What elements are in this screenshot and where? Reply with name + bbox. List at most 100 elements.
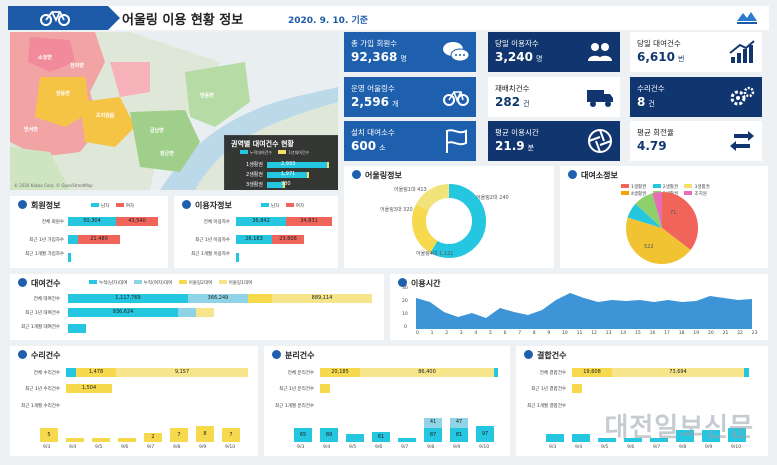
x-tick: 8 — [532, 331, 536, 336]
failure-panel: 결합건수 전체 결합건수 19,608 73,694 최근 1년 결합건수 최근… — [516, 346, 768, 456]
stat-label: 설치 대여소수 — [351, 128, 395, 137]
region-label: 금남면 — [150, 128, 164, 134]
rental-station-title: 대여소정보 — [581, 171, 618, 180]
header-bar: 어울링 이용 현황 정보 2020. 9. 10. 기준 — [8, 6, 769, 30]
day-label: 9/8 — [427, 445, 435, 450]
stat-label: 수리건수 — [637, 84, 665, 93]
rental-count-panel: 대여건수 누적(남자)대여 누적(여자)대여 어울링2대여 어울링1대여 전체 … — [10, 274, 384, 340]
x-tick: 23 — [751, 331, 758, 336]
member-male-bar: 50,304 — [68, 217, 116, 226]
member-year-bar — [68, 235, 78, 244]
info-icon — [352, 170, 361, 179]
rental-station-pie-chart — [626, 192, 698, 264]
regional-rental-legend: 누적대여건수 1년대여건수 — [235, 150, 309, 156]
regional-rental-row: 3생활권 780 — [229, 181, 338, 189]
day-label: 9/10 — [479, 445, 490, 450]
day-label: 9/10 — [225, 445, 236, 450]
daily-bar — [92, 438, 110, 442]
failure-title: 결합건수 — [537, 351, 567, 360]
station-info-title: 어울링정보 — [365, 171, 402, 180]
gears-icon — [728, 84, 756, 110]
stat-tile[interactable]: 수리건수 8 건 — [630, 77, 762, 117]
shutter-icon — [586, 128, 614, 154]
breakdown-title: 분리건수 — [285, 351, 315, 360]
row-label: 최근 1개월 결합건수 — [527, 404, 566, 409]
row-label: 전체 결합건수 — [539, 371, 566, 376]
row-label: 전체 회원수 — [41, 220, 64, 225]
stat-tile[interactable]: 총 가입 회원수 92,368 명 — [344, 32, 476, 72]
day-label: 9/4 — [69, 445, 77, 450]
y-tick: 0 — [404, 325, 407, 330]
station-donut-chart — [412, 184, 486, 258]
daily-bar: 7 — [170, 428, 188, 442]
daily-bar: 2 — [144, 433, 162, 442]
region-map[interactable]: 소정면 전의면 전동면 조치원읍 연서면 금남면 연동면 장군면 © 2020 … — [10, 32, 338, 190]
pie-label: 522 — [644, 244, 654, 250]
donut-label: 어울링2대 240 — [476, 195, 509, 201]
stat-tile[interactable]: 재배치건수 282 건 — [488, 77, 620, 117]
region-label: 조치원읍 — [96, 113, 115, 119]
newspaper-watermark: 대전일보신문 — [604, 413, 754, 443]
x-tick: 15 — [635, 331, 641, 336]
row-label: 최근 1개월 대여건수 — [21, 325, 60, 330]
station-info-panel: 어울링정보 어울링1대 413 어울링2대 240 어울링3대 320 어울링4… — [344, 166, 554, 268]
usage-time-title: 이용시간 — [411, 279, 441, 288]
info-icon — [398, 278, 407, 287]
day-label: 9/5 — [349, 445, 357, 450]
row-label: 최근 1년 대여건수 — [25, 311, 60, 316]
stat-value: 92,368 명 — [351, 50, 407, 64]
failure-total-bar — [744, 368, 749, 377]
y-tick: 10 — [402, 312, 408, 317]
info-icon — [18, 278, 27, 287]
rental-bar-year — [283, 182, 285, 188]
page-title: 어울링 이용 현황 정보 — [122, 13, 244, 28]
x-tick: 17 — [664, 331, 670, 336]
member-month-bar — [68, 253, 71, 262]
rental-year-bar: 936,624 — [68, 308, 178, 317]
stat-value: 6,610 번 — [637, 50, 685, 64]
daily-bar: 97 — [476, 426, 494, 442]
info-icon — [18, 350, 27, 359]
region-label: 장군면 — [160, 151, 174, 157]
chat-bubbles-icon — [442, 39, 470, 65]
day-label: 9/9 — [453, 445, 461, 450]
daily-bar — [546, 434, 564, 442]
stat-tile[interactable]: 평균 회전율 4.79 — [630, 121, 762, 161]
daily-bar — [624, 438, 642, 442]
row-label: 전체 이용자수 — [203, 220, 230, 225]
stat-tile[interactable]: 설치 대여소수 600 소 — [344, 121, 476, 161]
stat-tile[interactable]: 당일 이용자수 3,240 명 — [488, 32, 620, 72]
failure-recent-bar — [572, 384, 582, 393]
member-legend: 남자 여자 — [86, 203, 134, 209]
x-tick: 3 — [459, 331, 463, 336]
row-label: 최근 1개월 가입자수 — [25, 252, 64, 257]
bicycle-icon — [442, 84, 470, 110]
city-logo-icon — [737, 12, 757, 24]
x-tick: 2 — [445, 331, 449, 336]
flag-icon — [442, 128, 470, 154]
day-label: 9/7 — [653, 445, 661, 450]
x-tick: 6 — [503, 331, 507, 336]
user-year-male-bar: 26,183 — [236, 235, 272, 244]
truck-icon — [586, 84, 614, 110]
stat-tile[interactable]: 당일 대여건수 6,610 번 — [630, 32, 762, 72]
repair-recent-value: 1,504 — [66, 384, 112, 393]
day-label: 9/3 — [549, 445, 557, 450]
row-label: 전체 수리건수 — [33, 371, 60, 376]
day-label: 9/3 — [43, 445, 51, 450]
stat-tile[interactable]: 운영 어울링수 2,596 개 — [344, 77, 476, 117]
usage-time-panel: 이용시간 30 20 10 0 0 1 2 3 4 5 6 7 8 9 10 11 12 13 14 15 16… — [390, 274, 768, 340]
rental-month-bar — [68, 324, 86, 333]
daily-bar — [346, 434, 364, 442]
row-label: 전체 대여건수 — [33, 297, 60, 302]
daily-bar — [650, 438, 668, 442]
y-tick: 30 — [402, 286, 408, 291]
stat-tile[interactable]: 평균 이용시간 21.9 분 — [488, 121, 620, 161]
stat-label: 평균 이용시간 — [495, 128, 539, 137]
usage-time-area-chart — [416, 293, 752, 329]
rental-total-bar2: 366,249 — [188, 294, 248, 303]
day-label: 9/6 — [375, 445, 383, 450]
rental-bar — [267, 172, 307, 178]
